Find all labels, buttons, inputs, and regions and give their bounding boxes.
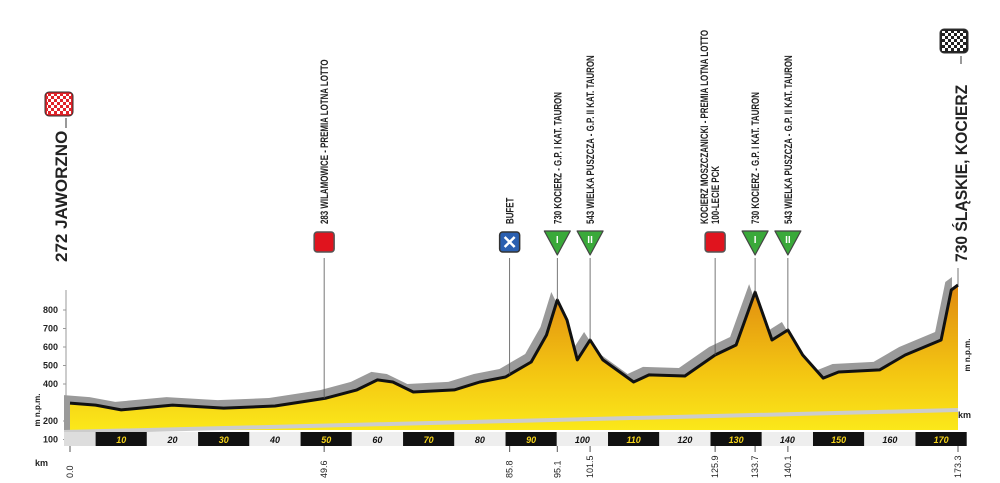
waypoint-label: 100-LECIE PCK xyxy=(710,166,723,224)
km-marker-label: 49.6 xyxy=(319,460,329,478)
waypoint-label: 730 KOCIERZ - G.P. I KAT. TAURON xyxy=(750,92,763,224)
profile-line xyxy=(69,283,959,412)
x-tick-label: 70 xyxy=(424,435,434,445)
x-tick-label: 30 xyxy=(219,435,229,445)
km-block xyxy=(300,432,352,446)
y-axis-label: m n.p.m. xyxy=(963,339,972,372)
x-tick-label: 40 xyxy=(269,435,280,445)
y-axis-label: m n.p.m. xyxy=(33,394,42,427)
x-tick-label: 160 xyxy=(882,435,897,445)
x-tick-label: 50 xyxy=(321,435,331,445)
x-tick-label: 80 xyxy=(475,435,485,445)
km-block xyxy=(351,432,404,446)
km-block xyxy=(812,432,865,446)
climb-badge: I xyxy=(556,235,559,246)
km-block xyxy=(864,432,916,446)
km-block xyxy=(505,432,557,446)
y-tick-label: 500 xyxy=(43,361,58,371)
waypoint-label: 543 WIELKA PUSZCZA - G.P. II KAT. TAURON xyxy=(585,55,598,224)
y-tick-label: 200 xyxy=(43,416,58,426)
waypoint-label: 283 WILAMOWICE - PREMIA LOTNA LOTTO xyxy=(319,59,332,224)
km-marker-label: 133.7 xyxy=(750,455,760,478)
waypoint-label: 543 WIELKA PUSZCZA - G.P. II KAT. TAURON xyxy=(783,55,796,224)
km-strip-side xyxy=(64,408,958,434)
y-tick-label: 100 xyxy=(43,435,58,445)
sprint-icon xyxy=(313,231,335,253)
y-tick-label: 700 xyxy=(43,324,58,334)
km-marker-label: 173.3 xyxy=(953,455,963,478)
y-tick-label: 800 xyxy=(43,305,58,315)
x-tick-label: 100 xyxy=(575,435,590,445)
profile-area xyxy=(70,285,958,430)
km-block xyxy=(403,432,455,446)
km-block xyxy=(198,432,250,446)
km-marker-label: 140.1 xyxy=(783,455,793,478)
km-block xyxy=(608,432,660,446)
km-marker-label: 0.0 xyxy=(65,465,75,478)
x-axis-label: km xyxy=(35,458,48,468)
km-block xyxy=(95,432,147,446)
climb-icon xyxy=(543,230,571,256)
km-marker-label: 85.8 xyxy=(505,460,515,478)
start-flag-check xyxy=(47,94,71,114)
finish-label: 730 ŚLĄSKIE, KOCIERZ xyxy=(951,85,971,262)
y-tick-label: 600 xyxy=(43,342,58,352)
finish-flag-check xyxy=(942,31,966,51)
km-block xyxy=(761,432,813,446)
km-block xyxy=(915,432,967,446)
x-tick-label: 120 xyxy=(677,435,692,445)
climb-icon xyxy=(774,230,802,256)
x-tick-label: 20 xyxy=(166,435,177,445)
x-tick-label: 10 xyxy=(116,435,126,445)
climb-icon xyxy=(741,230,769,256)
x-tick-label: 140 xyxy=(780,435,795,445)
start-label: 272 JAWORZNO xyxy=(52,131,71,262)
km-marker-label: 125.9 xyxy=(710,455,720,478)
climb-icon xyxy=(576,230,604,256)
x-axis-label: km xyxy=(958,410,971,420)
km-marker-label: 95.1 xyxy=(552,460,562,478)
climb-badge: II xyxy=(785,235,791,246)
km-marker-label: 101.5 xyxy=(585,455,595,478)
x-tick-label: 130 xyxy=(729,435,744,445)
waypoint-label: BUFET xyxy=(504,197,517,224)
climb-badge: I xyxy=(754,235,757,246)
km-block xyxy=(710,432,762,446)
y-tick-label: 400 xyxy=(43,379,58,389)
x-tick-label: 150 xyxy=(831,435,846,445)
km-block xyxy=(556,432,609,446)
feed-icon-cross xyxy=(503,236,516,248)
x-tick-label: 110 xyxy=(626,435,640,445)
waypoint-label: 730 KOCIERZ - G.P. I KAT. TAURON xyxy=(552,92,565,224)
km-block xyxy=(659,432,711,446)
x-tick-label: 90 xyxy=(526,435,536,445)
sprint-icon xyxy=(704,231,726,253)
x-tick-label: 60 xyxy=(372,435,382,445)
x-tick-label: 170 xyxy=(934,435,949,445)
km-block xyxy=(454,432,506,446)
km-block xyxy=(249,432,301,446)
climb-badge: II xyxy=(587,235,593,246)
km-block xyxy=(146,432,199,446)
waypoint-label: KOCIERZ MOSZCZANICKI - PREMIA LOTNA LOTT… xyxy=(699,30,712,224)
